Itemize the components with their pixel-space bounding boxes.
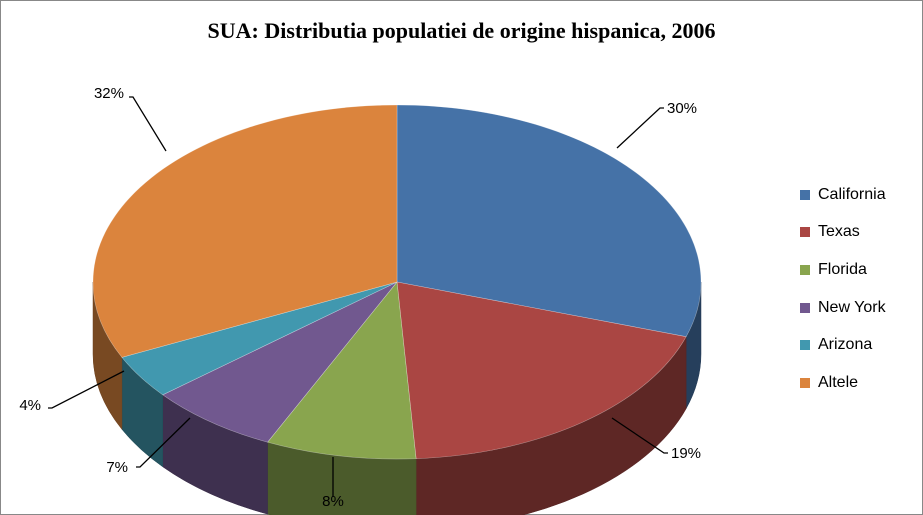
legend-swatch-texas bbox=[800, 227, 810, 238]
data-label-texas: 19% bbox=[671, 445, 701, 462]
legend-label-arizona: Arizona bbox=[818, 336, 873, 354]
legend-item-arizona: Arizona bbox=[800, 326, 886, 364]
legend-item-california: California bbox=[800, 176, 886, 214]
leader-line-altele bbox=[129, 96, 167, 152]
legend-label-florida: Florida bbox=[818, 260, 867, 278]
legend-swatch-california bbox=[800, 189, 810, 200]
legend-item-florida: Florida bbox=[800, 251, 886, 289]
pie-slice-altele bbox=[92, 104, 398, 358]
legend-swatch-arizona bbox=[800, 340, 810, 351]
data-label-arizona: 4% bbox=[19, 397, 41, 414]
leader-line-california bbox=[616, 107, 664, 149]
legend-item-new-york: New York bbox=[800, 289, 886, 327]
leader-line-new-york bbox=[136, 417, 191, 468]
chart-legend: California Texas Florida New York Arizona Alt… bbox=[800, 176, 886, 402]
legend-swatch-altele bbox=[800, 377, 810, 388]
data-label-new-york: 7% bbox=[106, 459, 128, 476]
data-label-florida: 8% bbox=[322, 493, 344, 510]
leader-line-texas bbox=[611, 417, 668, 454]
pie-slice-california bbox=[396, 104, 702, 338]
data-label-altele: 32% bbox=[94, 85, 124, 102]
legend-item-texas: Texas bbox=[800, 214, 886, 252]
legend-swatch-new-york bbox=[800, 302, 810, 313]
pie-slice-florida bbox=[267, 281, 417, 460]
leader-line-arizona bbox=[48, 370, 125, 409]
pie-slice-arizona bbox=[121, 281, 398, 396]
legend-label-california: California bbox=[818, 185, 886, 203]
legend-label-altele: Altele bbox=[818, 373, 859, 391]
legend-label-new-york: New York bbox=[818, 298, 886, 316]
chart-title: SUA: Distributia populatiei de origine h… bbox=[207, 18, 716, 43]
legend-label-texas: Texas bbox=[818, 223, 860, 241]
legend-swatch-florida bbox=[800, 264, 810, 275]
data-label-california: 30% bbox=[667, 100, 697, 117]
pie-slice-texas bbox=[396, 281, 687, 459]
legend-item-altele: Altele bbox=[800, 364, 886, 402]
pie-slice-new-york bbox=[162, 281, 398, 443]
